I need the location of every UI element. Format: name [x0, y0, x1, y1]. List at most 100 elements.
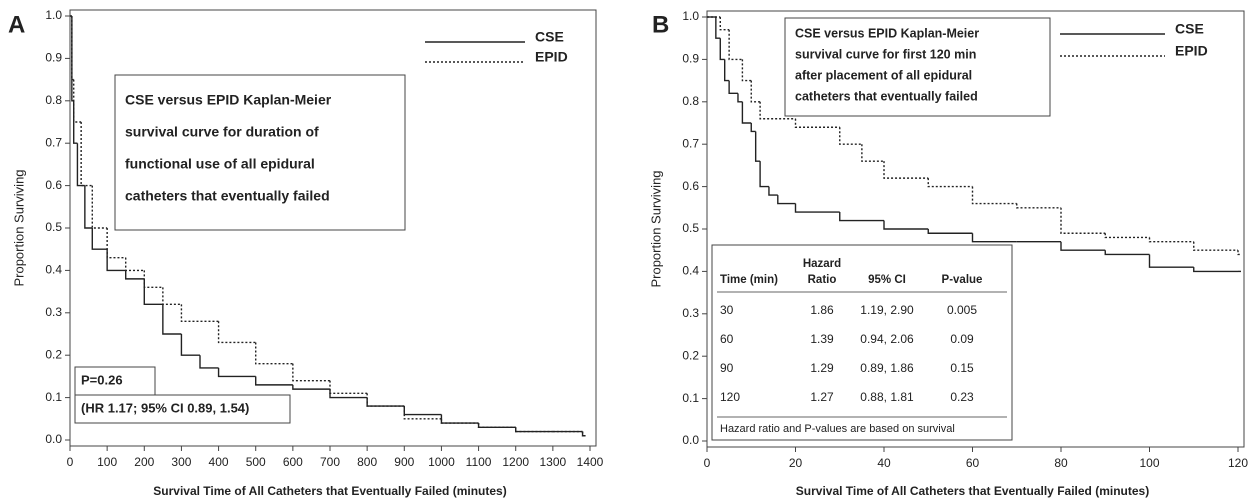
x-tick-label: 1200	[502, 455, 529, 469]
survival-step	[759, 101, 796, 120]
survival-step	[1060, 241, 1106, 251]
x-tick-label: 200	[134, 455, 154, 469]
y-tick-label: 0.7	[682, 136, 699, 150]
survival-step	[839, 127, 862, 145]
table-cell: 0.005	[947, 303, 977, 317]
survival-step	[403, 406, 442, 416]
survival-step	[741, 101, 752, 124]
survival-step	[581, 431, 586, 437]
y-tick-label: 0.3	[45, 305, 62, 319]
survival-step	[73, 79, 82, 123]
survival-step	[440, 418, 479, 424]
survival-step	[777, 195, 796, 205]
panel-letter: B	[652, 11, 669, 38]
survival-step	[927, 178, 973, 188]
survival-step	[794, 118, 840, 128]
survival-step	[971, 186, 1017, 205]
table-cell: 30	[720, 303, 734, 317]
table-cell: 0.94, 2.06	[860, 332, 914, 346]
survival-step	[754, 131, 761, 162]
y-tick-label: 1.0	[682, 9, 699, 23]
survival-step	[1193, 267, 1238, 273]
survival-step	[728, 29, 743, 61]
survival-step	[1148, 254, 1194, 268]
table-footnote: Hazard ratio and P-values are based on s…	[720, 423, 955, 435]
y-tick-label: 0.1	[682, 391, 699, 405]
table-header: P-value	[942, 274, 983, 286]
legend-label: EPID	[535, 49, 568, 65]
table-cell: 0.88, 1.81	[860, 390, 914, 404]
table-header: Hazard	[803, 258, 841, 270]
survival-step	[1193, 241, 1238, 251]
y-tick-label: 0.1	[45, 390, 62, 404]
y-tick-label: 0.0	[45, 432, 62, 446]
survival-step	[1060, 207, 1106, 234]
table-box	[711, 244, 1013, 441]
survival-step	[143, 270, 163, 289]
survival-step	[883, 220, 929, 230]
legend-label: CSE	[1175, 21, 1204, 37]
survival-step	[1104, 250, 1150, 256]
table-cell: 60	[720, 332, 734, 346]
x-tick-label: 400	[209, 455, 229, 469]
y-tick-label: 0.4	[682, 264, 699, 278]
y-axis-title: Proportion Surviving	[648, 170, 663, 287]
table-cell: 90	[720, 361, 734, 375]
survival-step	[719, 38, 725, 61]
x-axis-title: Survival Time of All Catheters that Even…	[153, 484, 506, 498]
survival-step	[255, 376, 293, 386]
survival-step	[1104, 233, 1150, 239]
survival-step	[217, 367, 256, 378]
survival-step	[106, 228, 126, 259]
y-tick-label: 0.2	[682, 348, 699, 362]
annotation-text: CSE versus EPID Kaplan-Meier	[125, 92, 332, 108]
survival-step	[1148, 237, 1194, 243]
survival-step	[180, 334, 200, 356]
survival-step	[91, 185, 108, 229]
survival-step	[927, 229, 973, 234]
annotation-text: survival curve for duration of	[125, 124, 319, 140]
panel-letter: A	[8, 11, 25, 38]
table-header: Time (min)	[720, 274, 778, 286]
survival-step	[440, 414, 479, 424]
x-tick-label: 0	[67, 455, 74, 469]
table-cell: 1.19, 2.90	[860, 303, 914, 317]
x-tick-label: 1000	[428, 455, 455, 469]
survival-step	[162, 304, 182, 335]
legend-label: EPID	[1175, 43, 1208, 59]
y-tick-label: 0.8	[45, 93, 62, 107]
survival-step	[715, 17, 721, 39]
annotation-text: after placement of all epidural	[795, 68, 972, 82]
survival-step	[292, 384, 330, 390]
y-tick-label: 1.0	[45, 8, 62, 22]
y-tick-label: 0.5	[45, 220, 62, 234]
x-tick-label: 20	[789, 456, 803, 470]
survival-step	[750, 80, 761, 103]
y-tick-label: 0.8	[682, 94, 699, 108]
survival-step	[80, 122, 93, 187]
annotation-text: CSE versus EPID Kaplan-Meier	[795, 26, 979, 40]
survival-step	[125, 257, 145, 272]
table-cell: 120	[720, 390, 740, 404]
table-cell: 1.39	[810, 332, 834, 346]
y-tick-label: 0.7	[45, 135, 62, 149]
survival-step	[143, 278, 163, 306]
survival-step	[1237, 250, 1241, 256]
survival-step	[366, 397, 405, 407]
survival-step	[861, 144, 884, 162]
y-tick-label: 0.9	[45, 51, 62, 65]
x-tick-label: 60	[966, 456, 980, 470]
x-tick-label: 80	[1054, 456, 1068, 470]
survival-step	[106, 249, 126, 272]
x-tick-label: 500	[246, 455, 266, 469]
survival-step	[217, 321, 256, 344]
survival-step	[255, 342, 293, 365]
y-tick-label: 0.2	[45, 347, 62, 361]
x-tick-label: 600	[283, 455, 303, 469]
annotation-text: functional use of all epidural	[125, 156, 315, 172]
annotation-box	[784, 17, 1051, 117]
survival-step	[403, 406, 442, 420]
x-tick-label: 100	[97, 455, 117, 469]
x-tick-label: 1400	[577, 455, 604, 469]
annotation-box	[114, 74, 406, 231]
